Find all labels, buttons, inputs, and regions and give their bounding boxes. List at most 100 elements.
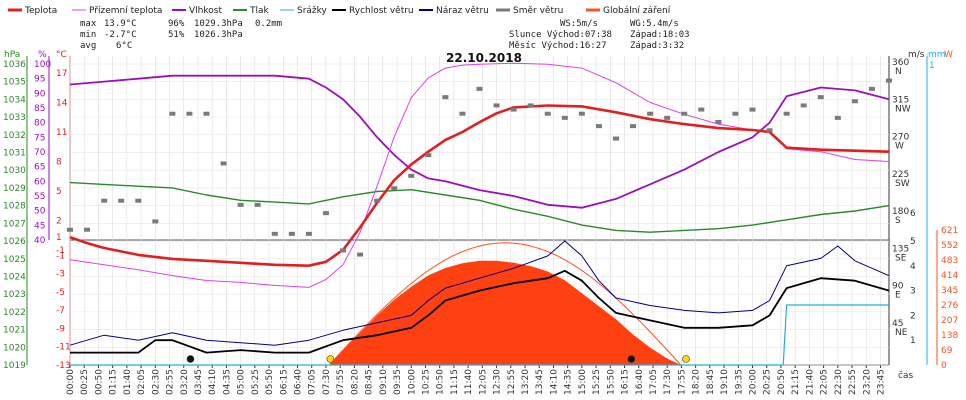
x-tick-label: 08:45 [365,369,375,395]
dir-tick-degrees: 90 [892,282,904,292]
stats-max-rain: 0.2mm [255,19,282,29]
dir-tick-cardinal: NW [895,104,911,114]
series-smer-vetru-point [681,111,688,116]
unit-pct: % [38,50,47,60]
series-teplota-line [69,104,890,268]
ms-tick-lower: 3 [910,287,916,297]
hpa-tick-label: 1023 [3,290,26,300]
dir-tick-degrees: 225 [892,170,909,180]
ms-tick-upper: 6 [910,209,916,219]
series-vlhkost-line [69,74,890,209]
wm2-tick-label: 0 [941,361,947,371]
series-smer-vetru-point [630,124,637,129]
pct-tick-label: 95 [34,75,45,85]
plot-area [67,62,892,366]
series-smer-vetru-point [288,231,295,236]
pct-tick-label: 55 [34,192,45,202]
hpa-tick-label: 1034 [3,95,26,105]
x-tick-label: 10:00 [407,369,417,395]
x-tick-label: 16:40 [635,369,645,395]
temp-tick-label-upper: 17 [56,69,67,79]
x-tick-label: 18:45 [706,369,716,395]
x-tick-label: 07:30 [322,369,332,395]
wm2-tick-label: 276 [941,301,958,311]
series-smer-vetru-point [578,111,585,116]
dir-tick-cardinal: S [895,216,901,226]
temp-tick-label-lower: -11 [56,343,71,353]
x-tick-label: 01:15 [109,369,119,395]
pct-tick-label: 45 [34,221,45,231]
x-tick-label: 19:35 [734,369,744,395]
legend-label-tlak: Tlak [249,6,270,16]
hpa-tick-label: 1020 [3,343,26,353]
temp-tick-label-lower: -7 [56,306,65,316]
ms-tick-lower: 2 [910,311,916,321]
hpa-tick-label: 1022 [3,308,26,318]
series-smer-vetru-point [886,78,892,83]
x-tick-label: 03:20 [180,369,190,395]
temp-tick-label-lower: -1 [56,251,65,261]
wm2-tick-label: 138 [941,331,958,341]
series-smer-vetru-point [101,198,108,203]
x-tick-label: 06:40 [294,369,304,395]
pct-tick-label: 85 [34,104,45,114]
x-tick-label: 22:05 [820,369,830,395]
x-tick-label: 10:50 [436,369,446,395]
hpa-tick-label: 1019 [3,361,26,371]
stats-max-press: 1029.3hPa [194,19,243,29]
series-smer-vetru-point [715,120,722,124]
stats-min-temp: -2.7°C [104,30,137,40]
stats-max-temp: 13.9°C [104,19,137,29]
legend-label-globalni-zareni: Globální záření [603,6,671,16]
x-tick-label: 23:45 [876,369,886,395]
wm2-tick-label: 69 [941,346,953,356]
stats-moon-rise: Měsíc Východ:16:27 [509,41,607,51]
x-tick-label: 12:55 [507,369,517,395]
hpa-tick-label: 1025 [3,255,26,265]
unit-ms: m/s [908,50,925,60]
x-tick-label: 15:50 [606,369,616,395]
series-smer-vetru-point [800,103,807,108]
pct-tick-label: 80 [34,119,46,129]
unit-mm: mm [928,50,946,60]
dir-tick-cardinal: SW [895,179,910,189]
x-tick-label: 00:25 [80,369,90,395]
x-tick-label: 09:10 [379,369,389,395]
stats-avg-temp: 6°C [116,41,132,51]
x-tick-label: 04:35 [222,369,232,395]
stats-max-label: max [80,19,97,29]
stats-ws: WS:5m/s [560,19,598,29]
x-tick-label: 05:25 [251,369,261,395]
hpa-tick-label: 1029 [3,184,26,194]
temp-tick-label-upper: -1 [56,246,65,256]
legend-label-srazky: Srážky [297,6,328,16]
temp-tick-label-upper: 14 [56,99,68,109]
ms-tick-lower: 4 [910,262,916,272]
hpa-tick-label: 1030 [3,166,26,176]
x-tick-label: 22:30 [834,369,844,395]
series-smer-vetru-point [220,161,227,166]
x-tick-label: 02:05 [137,369,147,395]
x-tick-label: 20:00 [749,369,759,395]
series-smer-vetru-point [254,202,261,207]
x-tick-label: 00:00 [66,369,76,395]
x-tick-label: 07:55 [336,369,346,395]
series-naraz-vetru-line [69,240,890,346]
legend-label-prizemni-teplota: Přízemní teplota [89,6,162,16]
dir-tick-degrees: 180 [892,207,909,217]
hpa-tick-label: 1026 [3,237,26,247]
pct-tick-label: 40 [34,236,46,246]
x-tick-label: 16:15 [621,369,631,395]
x-tick-label: 18:20 [692,369,702,395]
series-srazky-line [70,304,889,366]
series-smer-vetru-point [664,115,671,120]
series-smer-vetru-point [493,103,500,108]
legend-label-vlhkost: Vlhkost [189,6,222,16]
series-smer-vetru-point [67,227,73,232]
temp-tick-label-upper: 2 [56,217,62,227]
hpa-tick-label: 1027 [3,219,26,229]
dir-tick-cardinal: E [895,291,901,301]
series-smer-vetru-point [698,107,705,112]
temp-tick-label-lower: -3 [56,270,65,280]
dir-tick-degrees: 270 [892,133,909,143]
